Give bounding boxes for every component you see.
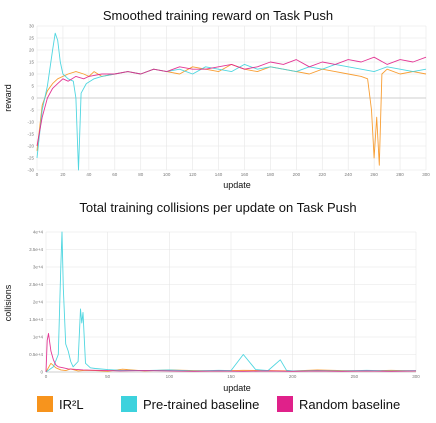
reward-ytick-label: -10 — [27, 120, 34, 125]
reward-xtick-label: 220 — [319, 172, 327, 177]
reward-ytick-label: 15 — [29, 60, 35, 65]
reward-xtick-label: 240 — [344, 172, 352, 177]
collisions-chart-title: Total training collisions per update on … — [79, 200, 356, 215]
reward-ytick-label: -25 — [27, 156, 34, 161]
reward-ytick-label: 20 — [29, 48, 35, 53]
reward-chart-ylabel: reward — [3, 84, 13, 112]
reward-ytick-label: -5 — [30, 108, 34, 113]
reward-xtick-label: 120 — [189, 172, 197, 177]
reward-ytick-label: -15 — [27, 132, 34, 137]
collisions-xtick-label: 300 — [412, 374, 420, 379]
legend-label-pretrained: Pre-trained baseline — [143, 397, 259, 412]
reward-xtick-label: 160 — [241, 172, 249, 177]
collisions-xtick-label: 50 — [105, 374, 111, 379]
reward-xtick-label: 20 — [60, 172, 66, 177]
reward-xtick-label: 0 — [36, 172, 39, 177]
reward-chart-grid — [36, 25, 427, 171]
reward-ytick-label: 30 — [29, 24, 35, 29]
reward-xtick-label: 40 — [86, 172, 92, 177]
legend-label-random: Random baseline — [299, 397, 400, 412]
collisions-chart: Total training collisions per update on … — [3, 200, 420, 393]
reward-xtick-label: 300 — [422, 172, 430, 177]
reward-ytick-label: 5 — [31, 84, 34, 89]
collisions-ytick-label: 2e+4 — [33, 300, 44, 305]
reward-xtick-label: 280 — [396, 172, 404, 177]
collisions-ytick-label: 0 — [40, 370, 43, 375]
legend-swatch-ir2l — [37, 396, 53, 412]
reward-chart: Smoothed training reward on Task Push 0 2… — [3, 8, 430, 190]
reward-ytick-label: 0 — [31, 96, 34, 101]
reward-xtick-label: 80 — [138, 172, 144, 177]
collisions-xtick-label: 150 — [227, 374, 235, 379]
reward-xtick-label: 260 — [370, 172, 378, 177]
collisions-chart-ticks: 0 50 100 150 200 250 300 0 0.5e+4 1e+4 1.5e+4 2e+4 2… — [29, 230, 420, 380]
collisions-ytick-label: 3.5e+4 — [29, 247, 43, 252]
collisions-series-random — [45, 333, 417, 373]
reward-chart-title: Smoothed training reward on Task Push — [103, 8, 333, 23]
legend-label-ir2l: IR²L — [59, 397, 84, 412]
reward-chart-series — [36, 32, 427, 171]
collisions-ytick-label: 2.5e+4 — [29, 282, 43, 287]
reward-ytick-label: 25 — [29, 36, 35, 41]
collisions-chart-xlabel: update — [223, 383, 251, 393]
reward-xtick-label: 200 — [293, 172, 301, 177]
reward-chart-ticks: 0 20 40 60 80 100 120 140 160 180 200 220 240 260 280 3… — [27, 24, 430, 178]
reward-series-pretrained — [36, 32, 427, 171]
legend: IR²L Pre-trained baseline Random baselin… — [37, 396, 400, 412]
reward-xtick-label: 100 — [163, 172, 171, 177]
reward-ytick-label: -30 — [27, 168, 34, 173]
collisions-xtick-label: 200 — [289, 374, 297, 379]
collisions-xtick-label: 0 — [45, 374, 48, 379]
collisions-chart-series — [45, 231, 417, 373]
collisions-ytick-label: 1.5e+4 — [29, 317, 43, 322]
reward-ytick-label: 10 — [29, 72, 35, 77]
collisions-series-pretrained — [45, 231, 417, 373]
collisions-xtick-label: 250 — [351, 374, 359, 379]
reward-ytick-label: -20 — [27, 144, 34, 149]
collisions-chart-ylabel: collisions — [3, 284, 13, 321]
reward-chart-xlabel: update — [223, 180, 251, 190]
legend-swatch-pretrained — [121, 396, 137, 412]
collisions-xtick-label: 100 — [166, 374, 174, 379]
collisions-ytick-label: 4e+4 — [33, 230, 44, 235]
reward-series-ir2l — [36, 63, 427, 166]
collisions-ytick-label: 0.5e+4 — [29, 352, 43, 357]
legend-swatch-random — [277, 396, 293, 412]
reward-series-random — [36, 56, 427, 147]
collisions-ytick-label: 1e+4 — [33, 335, 44, 340]
reward-xtick-label: 60 — [112, 172, 118, 177]
collisions-chart-grid — [45, 231, 417, 373]
collisions-ytick-label: 3e+4 — [33, 265, 44, 270]
reward-xtick-label: 140 — [215, 172, 223, 177]
reward-xtick-label: 180 — [267, 172, 275, 177]
